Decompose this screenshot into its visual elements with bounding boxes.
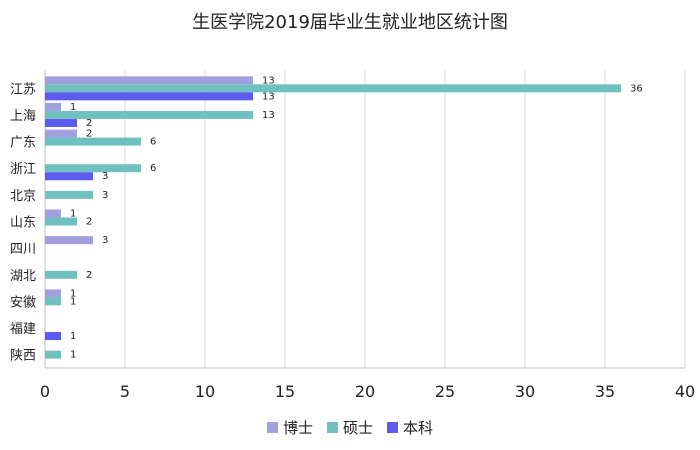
- x-tick-label: 20: [355, 382, 375, 401]
- data-label: 1: [70, 288, 76, 299]
- x-tick-label: 35: [595, 382, 615, 401]
- x-tick-label: 0: [40, 382, 50, 401]
- legend-label-phd: 博士: [282, 419, 313, 437]
- x-tick-label: 5: [120, 382, 130, 401]
- bar: [45, 92, 253, 101]
- data-label: 3: [102, 235, 108, 246]
- data-label: 6: [150, 137, 156, 148]
- category-label: 陕西: [10, 349, 36, 364]
- x-tick-label: 25: [435, 382, 455, 401]
- bar: [45, 297, 61, 306]
- bar: [45, 236, 93, 245]
- legend-swatch-phd: [266, 422, 278, 433]
- bar: [45, 270, 77, 279]
- data-label: 1: [70, 102, 76, 113]
- x-tick-label: 10: [195, 382, 215, 401]
- bar: [45, 118, 77, 127]
- data-label: 3: [102, 190, 108, 201]
- bar: [45, 164, 141, 173]
- legend-item-bachelor: 本科: [387, 417, 433, 438]
- data-label: 13: [262, 91, 275, 102]
- data-label: 2: [86, 129, 92, 140]
- bar: [45, 209, 61, 218]
- bar: [45, 190, 93, 199]
- x-tick-label: 30: [515, 382, 535, 401]
- legend-swatch-master: [326, 422, 338, 433]
- data-label: 3: [102, 171, 108, 182]
- data-label: 2: [86, 217, 92, 228]
- bar: [45, 129, 77, 138]
- data-label: 1: [70, 296, 76, 307]
- chart-title: 生医学院2019届毕业生就业地区统计图: [192, 12, 508, 33]
- bar: [45, 76, 253, 85]
- bar: [45, 102, 61, 111]
- data-label: 1: [70, 209, 76, 220]
- bar: [45, 137, 141, 146]
- category-label: 广东: [10, 136, 36, 151]
- bar: [45, 289, 61, 298]
- data-label: 1: [70, 350, 76, 361]
- bar: [45, 332, 61, 341]
- category-label: 四川: [10, 242, 36, 257]
- category-label: 湖北: [10, 269, 36, 284]
- legend: 博士 硕士 本科: [0, 417, 700, 438]
- legend-label-master: 硕士: [342, 419, 373, 437]
- data-label: 13: [262, 75, 275, 86]
- legend-label-bachelor: 本科: [403, 419, 434, 437]
- bar: [45, 110, 253, 119]
- category-label: 上海: [10, 109, 36, 124]
- category-label: 安徽: [10, 295, 36, 310]
- bar: [45, 84, 621, 93]
- category-label: 福建: [10, 322, 36, 337]
- category-label: 北京: [10, 189, 36, 204]
- category-label: 浙江: [10, 162, 36, 177]
- bar: [45, 217, 77, 226]
- x-tick-label: 40: [675, 382, 695, 401]
- category-label: 江苏: [10, 81, 36, 97]
- data-label: 2: [86, 270, 92, 281]
- data-label: 6: [150, 163, 156, 174]
- x-tick-label: 15: [275, 382, 295, 401]
- legend-item-master: 硕士: [326, 417, 373, 438]
- legend-item-phd: 博士: [266, 417, 313, 438]
- data-label: 36: [630, 83, 643, 94]
- data-label: 13: [262, 110, 275, 121]
- data-label: 1: [70, 331, 76, 342]
- bar: [45, 350, 61, 359]
- category-label: 山东: [10, 216, 36, 231]
- data-label: 2: [86, 118, 92, 129]
- legend-swatch-bachelor: [387, 422, 398, 433]
- bar: [45, 172, 93, 181]
